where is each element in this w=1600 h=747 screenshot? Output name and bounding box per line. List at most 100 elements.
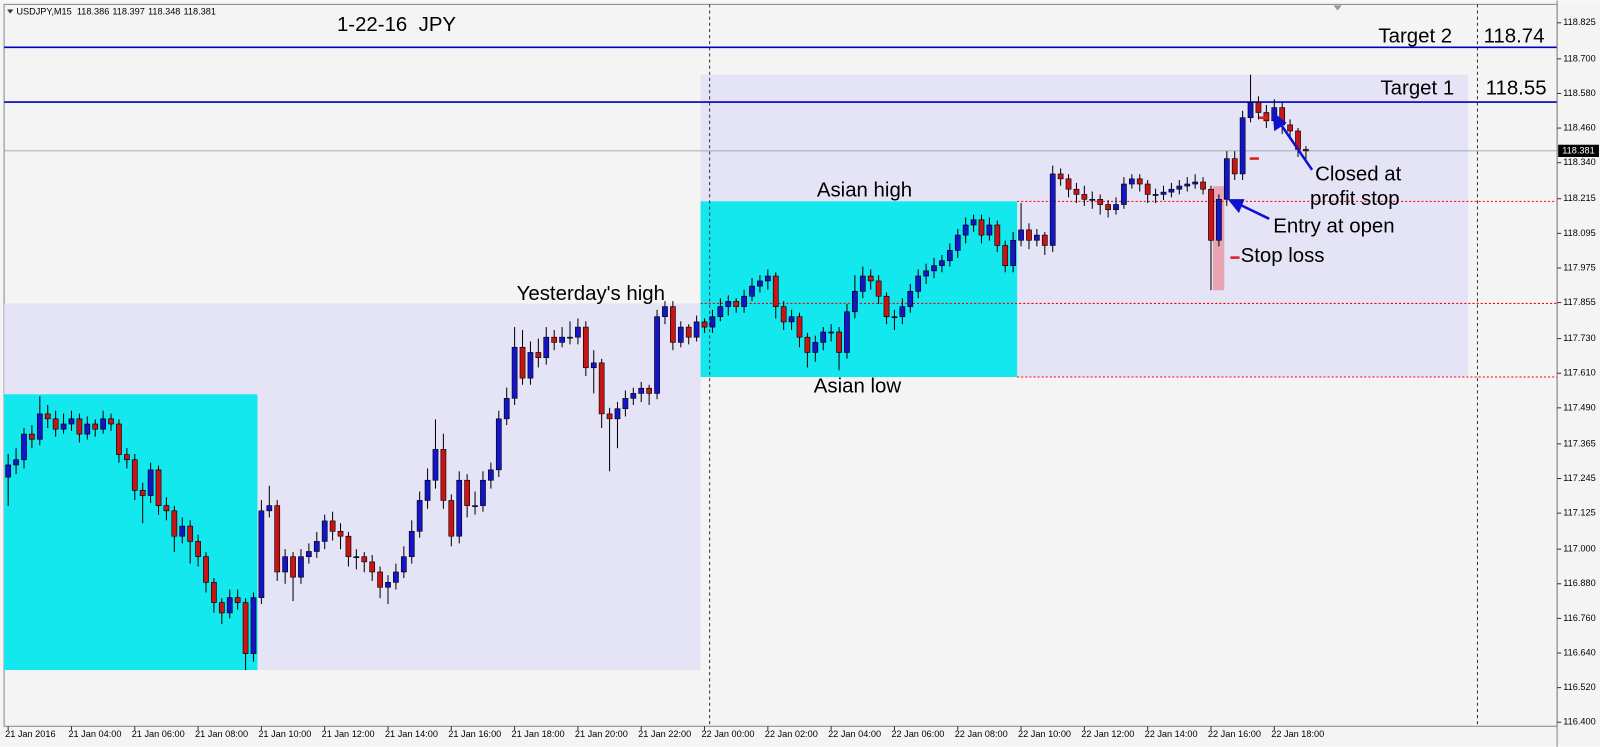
candle-body (733, 301, 740, 307)
candle-body (1152, 194, 1159, 196)
candle-body (1247, 102, 1254, 118)
candle-body (923, 270, 929, 277)
candle-body (163, 505, 170, 512)
candle-body (108, 418, 114, 425)
candle-body (44, 413, 51, 420)
candle-body (804, 336, 811, 353)
x-tick-label: 21 Jan 18:00 (512, 729, 565, 739)
candle-body (345, 535, 352, 557)
candle-body (472, 505, 478, 507)
candle-body (147, 469, 154, 496)
candle-body (29, 433, 35, 440)
candle-body (21, 433, 27, 461)
candle-body (1018, 229, 1024, 241)
candle-body (749, 285, 755, 297)
candle-body (218, 602, 225, 614)
candle-body (36, 413, 43, 440)
close: 118.381 (183, 7, 215, 17)
arrows (1227, 111, 1314, 220)
header: USDJPY,M15 118.386 118.397 118.348 118.381 (16, 7, 216, 17)
annotation: Asian high (817, 180, 912, 202)
target-name: Target 2 (1378, 25, 1452, 47)
candle-body (1255, 102, 1262, 113)
candle-body (131, 459, 138, 491)
candle-body (1192, 181, 1199, 185)
candle-body (1144, 183, 1151, 195)
candle-body (495, 418, 502, 471)
candle-body (1034, 234, 1040, 241)
candle-body (543, 336, 550, 358)
candle-body (701, 321, 708, 328)
annotation: Closed at (1315, 163, 1402, 185)
candle-body (883, 295, 890, 318)
candle-body (1049, 173, 1056, 246)
candle-body (139, 490, 146, 496)
candle-body (994, 224, 1001, 246)
candle-body (242, 602, 249, 654)
candle-body (306, 551, 312, 557)
candle-body (1223, 158, 1230, 200)
candle-body (1287, 124, 1293, 132)
y-tick-label: 118.700 (1563, 53, 1595, 63)
candle-body (527, 352, 534, 379)
candle-body (582, 326, 589, 369)
candle-body (274, 505, 281, 573)
candle-body (92, 423, 99, 430)
x-tick-label: 21 Jan 20:00 (575, 729, 628, 739)
candle-body (464, 479, 470, 506)
x-tick-label: 22 Jan 00:00 (701, 729, 754, 739)
candle-body (551, 336, 558, 343)
y-tick-label: 117.245 (1563, 473, 1595, 483)
candle-body (606, 413, 613, 420)
candle-body (203, 556, 209, 583)
open: 118.386 (77, 7, 109, 17)
price-tag (1558, 144, 1599, 157)
candle-body (812, 342, 819, 353)
candle-body (1113, 204, 1119, 211)
candle-body (187, 525, 194, 542)
x-tick-label: 21 Jan 06:00 (132, 729, 185, 739)
candle-body (258, 510, 265, 598)
candle-body (480, 479, 486, 506)
y-tick-label: 116.760 (1563, 613, 1595, 623)
candle-body (828, 331, 835, 334)
x-tick-label: 22 Jan 16:00 (1208, 729, 1261, 739)
candle-body (385, 582, 391, 588)
candle-body (179, 525, 186, 537)
x-tick-label: 21 Jan 12:00 (322, 729, 375, 739)
candle-body (780, 306, 787, 323)
high: 118.397 (112, 7, 144, 17)
candle-body (282, 556, 288, 573)
candle-body (1089, 199, 1096, 201)
annotation: Stop loss (1241, 245, 1325, 267)
candle-body (488, 469, 494, 481)
x-tick-label: 22 Jan 18:00 (1271, 729, 1324, 739)
candle-body (1303, 149, 1309, 152)
candle-body (100, 418, 106, 430)
candle-body (1010, 239, 1017, 266)
candle-body (638, 387, 645, 394)
chart-title: 1-22-16 JPY (337, 14, 456, 36)
candle-body (575, 326, 581, 338)
candle-body (234, 597, 241, 603)
y-tick-label: 117.975 (1563, 262, 1595, 272)
candle-body (519, 346, 526, 379)
y-tick-label: 117.000 (1563, 544, 1595, 554)
arrow (1277, 120, 1314, 171)
y-tick-label: 117.610 (1563, 368, 1595, 378)
candle-body (654, 316, 660, 394)
candle-body (226, 597, 233, 614)
candle-body (13, 459, 19, 466)
candle-body (741, 295, 747, 307)
candle-body (68, 418, 75, 425)
candle-body (1041, 234, 1048, 246)
candle-body (1081, 194, 1088, 200)
y-tick-label: 116.400 (1563, 717, 1595, 727)
candle-body (646, 387, 652, 394)
candle-body (329, 520, 336, 532)
candle-body (416, 500, 423, 532)
candle-body (670, 306, 676, 343)
target-name: Target 1 (1380, 78, 1454, 100)
candle-body (614, 408, 621, 420)
candle-body (899, 306, 906, 318)
